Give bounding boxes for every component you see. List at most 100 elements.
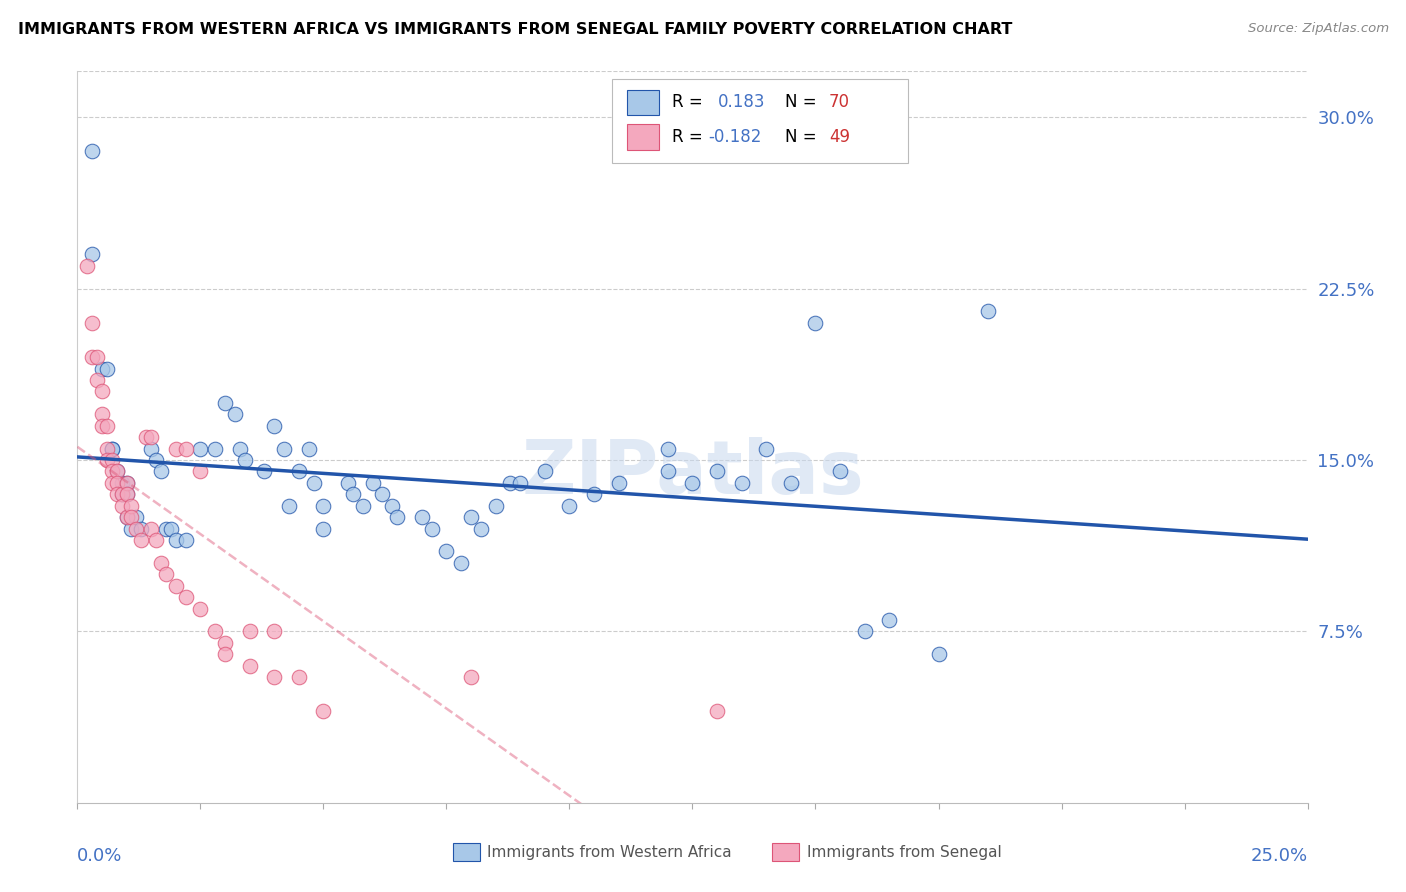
- Point: [101, 464, 124, 478]
- Point: [214, 647, 236, 661]
- Point: [583, 487, 606, 501]
- Point: [780, 475, 803, 490]
- Point: [928, 647, 950, 661]
- Point: [682, 475, 704, 490]
- Point: [105, 487, 128, 501]
- Point: [312, 521, 335, 535]
- Point: [96, 418, 118, 433]
- Point: [188, 442, 212, 456]
- Point: [977, 304, 1000, 318]
- Text: 0.0%: 0.0%: [77, 847, 122, 864]
- Point: [381, 499, 404, 513]
- Point: [312, 499, 335, 513]
- Point: [90, 418, 114, 433]
- Text: N =: N =: [785, 128, 821, 146]
- Point: [558, 499, 581, 513]
- Point: [160, 521, 183, 535]
- Bar: [453, 843, 479, 862]
- Point: [96, 442, 118, 456]
- Bar: [627, 124, 659, 150]
- Point: [204, 442, 226, 456]
- Point: [607, 475, 630, 490]
- Text: Immigrants from Western Africa: Immigrants from Western Africa: [486, 845, 731, 860]
- Point: [96, 361, 118, 376]
- Point: [111, 499, 132, 513]
- Text: IMMIGRANTS FROM WESTERN AFRICA VS IMMIGRANTS FROM SENEGAL FAMILY POVERTY CORRELA: IMMIGRANTS FROM WESTERN AFRICA VS IMMIGR…: [18, 22, 1012, 37]
- Point: [657, 442, 679, 456]
- Point: [86, 350, 108, 364]
- Point: [288, 464, 311, 478]
- Bar: [772, 843, 800, 862]
- Point: [141, 442, 163, 456]
- Point: [731, 475, 754, 490]
- Point: [239, 624, 262, 639]
- Point: [188, 601, 212, 615]
- Point: [96, 453, 118, 467]
- Point: [263, 418, 285, 433]
- Point: [145, 453, 167, 467]
- Point: [129, 533, 153, 547]
- Point: [278, 499, 301, 513]
- Point: [273, 442, 295, 456]
- Point: [101, 442, 124, 456]
- Point: [361, 475, 384, 490]
- Point: [115, 475, 138, 490]
- Text: R =: R =: [672, 128, 707, 146]
- Point: [188, 464, 212, 478]
- Point: [288, 670, 311, 684]
- Point: [125, 521, 148, 535]
- Point: [105, 464, 128, 478]
- Point: [411, 510, 433, 524]
- Point: [420, 521, 443, 535]
- Point: [485, 499, 508, 513]
- Point: [509, 475, 531, 490]
- Point: [145, 533, 167, 547]
- Text: Source: ZipAtlas.com: Source: ZipAtlas.com: [1249, 22, 1389, 36]
- Point: [76, 259, 98, 273]
- Point: [90, 407, 114, 421]
- Text: ZIPatlas: ZIPatlas: [522, 437, 863, 510]
- Point: [111, 487, 132, 501]
- Point: [385, 510, 409, 524]
- Point: [115, 510, 138, 524]
- Point: [115, 487, 138, 501]
- Point: [150, 464, 173, 478]
- Point: [135, 430, 157, 444]
- Point: [534, 464, 557, 478]
- Point: [214, 396, 236, 410]
- Point: [165, 442, 187, 456]
- Point: [342, 487, 364, 501]
- Point: [214, 636, 236, 650]
- Point: [755, 442, 778, 456]
- Point: [460, 510, 482, 524]
- Point: [141, 430, 163, 444]
- Point: [165, 579, 187, 593]
- Point: [239, 658, 262, 673]
- Point: [853, 624, 876, 639]
- Point: [141, 521, 163, 535]
- Point: [174, 590, 197, 604]
- Point: [111, 475, 132, 490]
- Text: N =: N =: [785, 93, 821, 112]
- Text: 49: 49: [830, 128, 851, 146]
- Point: [121, 499, 143, 513]
- Point: [263, 670, 285, 684]
- Point: [82, 145, 104, 159]
- Point: [155, 521, 177, 535]
- Point: [82, 247, 104, 261]
- Point: [150, 556, 173, 570]
- Point: [706, 464, 728, 478]
- Text: R =: R =: [672, 93, 707, 112]
- Point: [371, 487, 394, 501]
- Point: [90, 361, 114, 376]
- Point: [105, 464, 128, 478]
- Point: [90, 384, 114, 399]
- Bar: [627, 90, 659, 115]
- Point: [82, 350, 104, 364]
- Point: [129, 521, 153, 535]
- Point: [224, 407, 246, 421]
- Point: [298, 442, 321, 456]
- Point: [125, 510, 148, 524]
- Point: [174, 442, 197, 456]
- Point: [233, 453, 256, 467]
